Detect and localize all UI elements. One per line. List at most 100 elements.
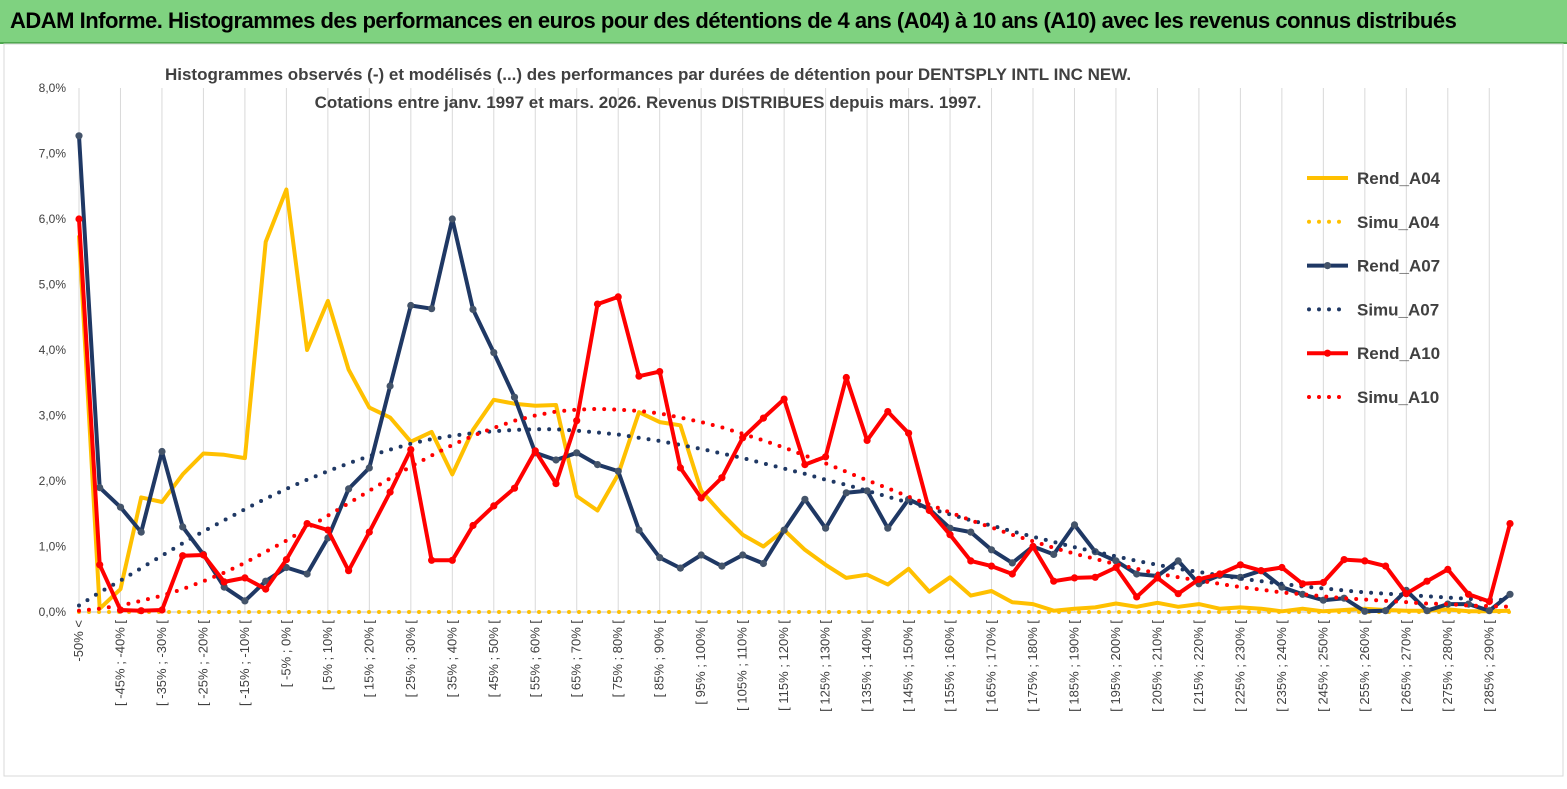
data-point [1091, 573, 1099, 581]
data-point [116, 503, 125, 511]
data-point [593, 300, 602, 308]
data-point [697, 494, 705, 502]
x-tick-label: [ -35% ; -30% [ [154, 620, 169, 706]
data-point [428, 305, 436, 313]
x-tick-label: [ -15% ; -10% [ [237, 620, 252, 706]
data-point [220, 578, 228, 586]
data-point [801, 461, 809, 469]
series-lines [75, 132, 1514, 615]
data-point [1029, 542, 1037, 551]
x-tick-label: [ 95% ; 100% [ [693, 620, 708, 705]
data-point [780, 526, 788, 534]
y-tick-label: 2,0% [39, 474, 67, 488]
x-tick-label: [ 135% ; 140% [ [859, 620, 874, 712]
x-tick-label: [ 5% ; 10% [ [320, 620, 335, 690]
data-point [863, 487, 871, 495]
x-tick-label: [ 255% ; 260% [ [1357, 620, 1372, 712]
data-point [345, 567, 353, 575]
data-point [1382, 607, 1390, 615]
data-point [448, 215, 456, 223]
x-tick-label: [ 165% ; 170% [ [984, 620, 999, 712]
x-tick-label: [ 55% ; 60% [ [527, 620, 542, 698]
x-tick-label: [ 185% ; 190% [ [1066, 620, 1081, 712]
data-point [593, 461, 602, 469]
data-point [1008, 570, 1016, 578]
data-point [428, 556, 436, 564]
data-point [884, 524, 892, 532]
data-point [137, 607, 145, 615]
x-tick-label: [ 45% ; 50% [ [486, 620, 501, 698]
data-point [1133, 593, 1141, 601]
data-point [635, 372, 643, 380]
x-tick-label: [ 155% ; 160% [ [942, 620, 957, 712]
data-point [407, 446, 415, 454]
data-point [510, 484, 519, 492]
data-point [656, 554, 664, 562]
x-tick-label: [ 105% ; 110% [ [735, 620, 750, 711]
data-point [1299, 590, 1307, 598]
x-tick-label: [ -45% ; -40% [ [112, 620, 127, 706]
data-point [531, 447, 539, 455]
x-tick-label: [ -25% ; -20% [ [195, 620, 210, 706]
data-point [469, 521, 477, 530]
x-tick-label: [ 25% ; 30% [ [403, 620, 418, 698]
legend-marker [1323, 262, 1332, 270]
data-point [967, 557, 975, 565]
data-point [303, 520, 311, 528]
legend-label: Simu_A07 [1357, 300, 1439, 319]
data-point [925, 506, 933, 515]
legend-label: Rend_A04 [1357, 169, 1441, 188]
data-point [676, 464, 685, 472]
legend-label: Simu_A04 [1357, 213, 1440, 232]
report-title: ADAM Informe. Histogrammes des performan… [10, 8, 1457, 33]
data-point [676, 564, 685, 572]
data-point [822, 524, 830, 532]
series-line-rend-a04 [77, 187, 1511, 614]
data-point [573, 417, 581, 425]
data-point [241, 574, 249, 582]
chart-title-line-1: Histogrammes observés (-) et modélisés (… [165, 65, 1131, 84]
data-point [1382, 562, 1390, 570]
data-point [365, 528, 373, 536]
data-point [552, 480, 560, 488]
data-point [552, 456, 560, 464]
data-point [1299, 580, 1307, 588]
data-point [1236, 561, 1244, 569]
y-tick-label: 0,0% [39, 605, 67, 619]
data-point [718, 474, 726, 482]
data-point [1070, 521, 1079, 529]
series-line-simu-a07 [77, 427, 1512, 608]
data-point [282, 563, 290, 572]
data-point [96, 561, 104, 569]
data-point [510, 393, 519, 401]
data-point [179, 552, 187, 560]
legend-label: Rend_A10 [1357, 344, 1440, 363]
legend-label: Simu_A10 [1357, 388, 1439, 407]
data-point [967, 528, 975, 536]
y-tick-label: 5,0% [39, 278, 67, 292]
y-tick-label: 6,0% [39, 212, 67, 226]
x-tick-label: [ 235% ; 240% [ [1274, 620, 1289, 712]
data-point [1216, 570, 1224, 578]
x-tick-label: [ 125% ; 130% [ [818, 620, 833, 712]
data-point [1257, 567, 1265, 575]
data-point [469, 305, 477, 313]
data-point [75, 215, 83, 223]
x-tick-label: [ 265% ; 270% [ [1398, 620, 1413, 712]
data-point [1423, 577, 1431, 585]
data-point [241, 597, 249, 605]
data-point [739, 434, 747, 442]
data-point [905, 429, 913, 437]
data-point [1133, 570, 1141, 578]
chart-area [3, 43, 1564, 777]
series-line-rend-a10 [77, 218, 1512, 613]
data-point [987, 562, 996, 570]
x-tick-label: [ 15% ; 20% [ [361, 620, 376, 698]
data-point [282, 556, 290, 564]
data-point [1174, 590, 1182, 598]
x-axis-ticks: -50% < [ -45% ; -40% [[ -35% ; -30% [[ -2… [71, 620, 1496, 712]
data-point [1174, 557, 1182, 565]
x-tick-label: [ 285% ; 290% [ [1481, 620, 1496, 712]
data-point [759, 559, 768, 568]
